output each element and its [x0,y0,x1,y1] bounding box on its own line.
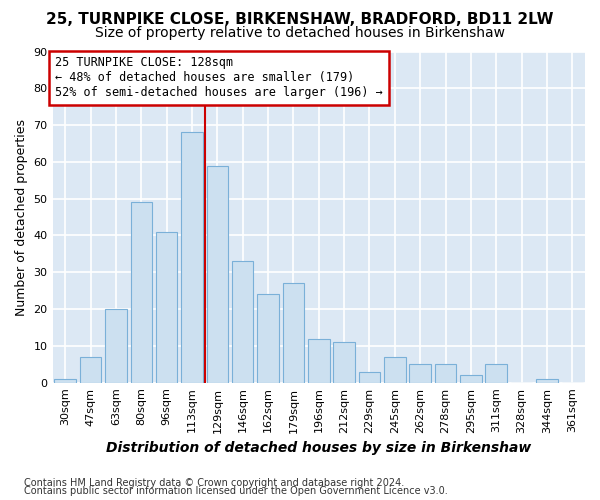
Bar [308,338,329,382]
Text: Contains HM Land Registry data © Crown copyright and database right 2024.: Contains HM Land Registry data © Crown c… [24,478,404,488]
Bar [485,364,507,382]
Bar [435,364,457,382]
Bar [536,379,558,382]
Bar [384,357,406,382]
Text: 25 TURNPIKE CLOSE: 128sqm
← 48% of detached houses are smaller (179)
52% of semi: 25 TURNPIKE CLOSE: 128sqm ← 48% of detac… [55,56,383,100]
Bar [334,342,355,382]
X-axis label: Distribution of detached houses by size in Birkenshaw: Distribution of detached houses by size … [106,441,532,455]
Bar [105,309,127,382]
Bar [181,132,203,382]
Bar [460,376,482,382]
Bar [232,261,253,382]
Bar [283,284,304,382]
Bar [131,202,152,382]
Text: 25, TURNPIKE CLOSE, BIRKENSHAW, BRADFORD, BD11 2LW: 25, TURNPIKE CLOSE, BIRKENSHAW, BRADFORD… [46,12,554,28]
Bar [206,166,228,382]
Text: Contains public sector information licensed under the Open Government Licence v3: Contains public sector information licen… [24,486,448,496]
Bar [55,379,76,382]
Bar [257,294,279,382]
Text: Size of property relative to detached houses in Birkenshaw: Size of property relative to detached ho… [95,26,505,40]
Bar [80,357,101,382]
Bar [409,364,431,382]
Bar [156,232,178,382]
Bar [359,372,380,382]
Y-axis label: Number of detached properties: Number of detached properties [15,118,28,316]
